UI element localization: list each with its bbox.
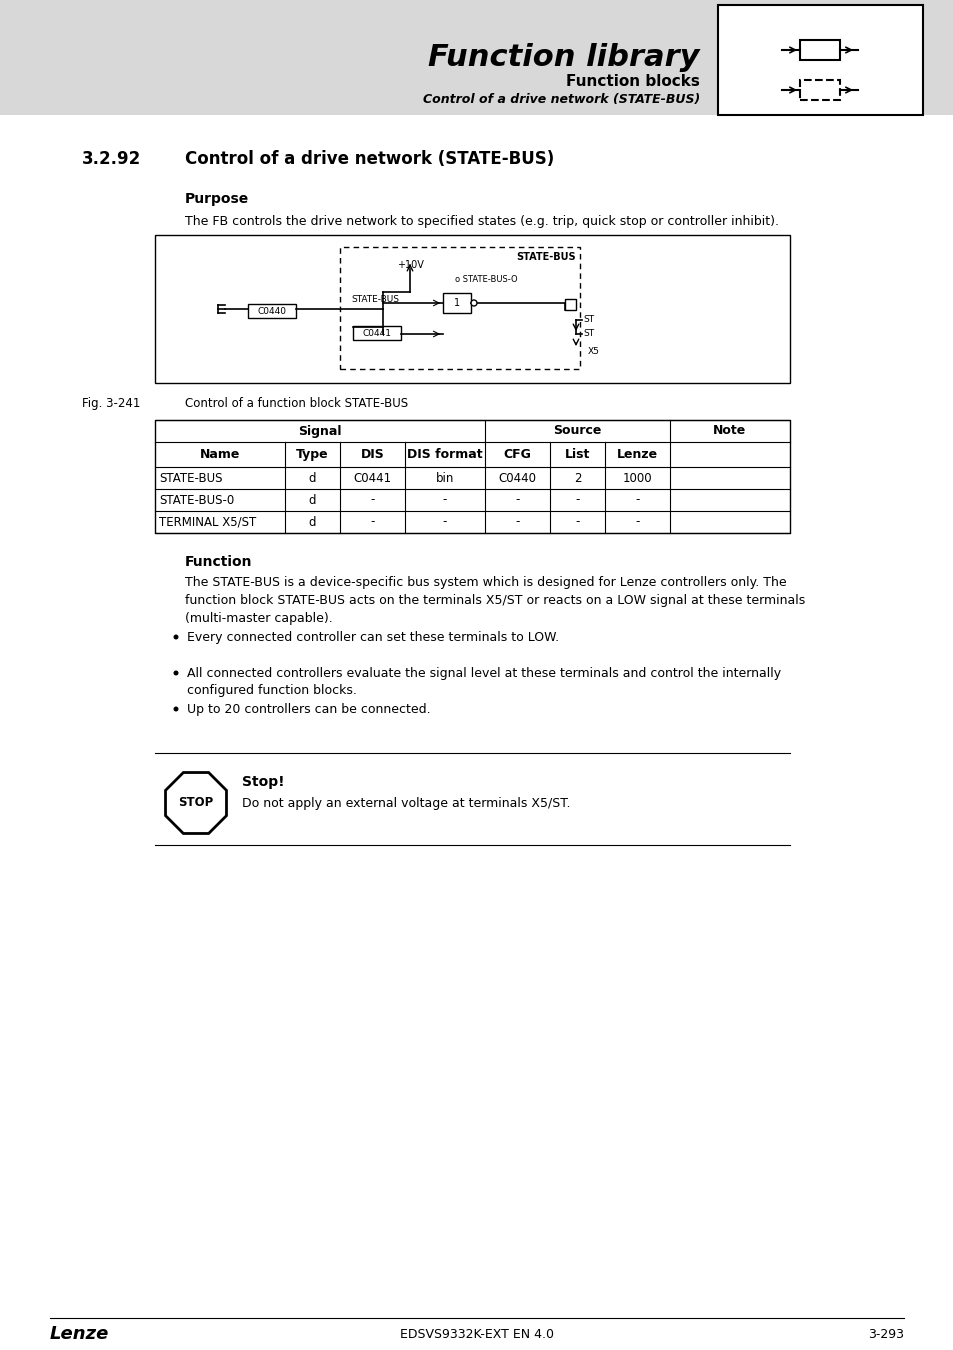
Text: C0441: C0441	[362, 328, 391, 338]
Bar	[248, 304, 295, 319]
Text: Purpose: Purpose	[185, 192, 249, 207]
Text: 3.2.92: 3.2.92	[82, 150, 141, 167]
Polygon shape	[165, 772, 226, 833]
Text: Control of a drive network (STATE-BUS): Control of a drive network (STATE-BUS)	[185, 150, 554, 167]
Text: Lenze: Lenze	[50, 1324, 110, 1343]
Text: Do not apply an external voltage at terminals X5/ST.: Do not apply an external voltage at term…	[242, 796, 570, 810]
Text: Source: Source	[553, 424, 601, 437]
Text: Stop!: Stop!	[242, 775, 284, 788]
Text: DIS: DIS	[360, 448, 384, 460]
Bar	[718, 5, 923, 115]
Text: d: d	[309, 516, 315, 528]
Text: -: -	[442, 494, 447, 506]
Text: Fig. 3-241: Fig. 3-241	[82, 397, 140, 410]
Text: DIS format: DIS format	[407, 448, 482, 460]
Text: List: List	[564, 448, 590, 460]
Text: C0440: C0440	[257, 306, 286, 316]
Text: -: -	[575, 494, 579, 506]
Text: d: d	[309, 494, 315, 506]
Text: TERMINAL X5/ST: TERMINAL X5/ST	[159, 516, 256, 528]
Text: ST: ST	[582, 329, 594, 339]
Text: STOP: STOP	[178, 796, 213, 810]
Text: STATE-BUS: STATE-BUS	[159, 471, 222, 485]
Bar	[154, 235, 789, 383]
Text: The STATE-BUS is a device-specific bus system which is designed for Lenze contro: The STATE-BUS is a device-specific bus s…	[185, 576, 804, 625]
Text: The FB controls the drive network to specified states (e.g. trip, quick stop or : The FB controls the drive network to spe…	[185, 215, 779, 228]
Text: CFG: CFG	[503, 448, 531, 460]
Text: C0441: C0441	[353, 471, 391, 485]
Text: Up to 20 controllers can be connected.: Up to 20 controllers can be connected.	[187, 703, 430, 716]
Text: Control of a drive network (STATE-BUS): Control of a drive network (STATE-BUS)	[422, 93, 700, 107]
Circle shape	[471, 300, 476, 306]
Text: Control of a function block STATE-BUS: Control of a function block STATE-BUS	[185, 397, 408, 410]
Circle shape	[173, 706, 178, 711]
Text: STATE-BUS: STATE-BUS	[516, 252, 576, 262]
Text: -: -	[515, 494, 519, 506]
Bar	[353, 325, 400, 340]
Text: -: -	[442, 516, 447, 528]
Text: 1000: 1000	[622, 471, 652, 485]
Text: Every connected controller can set these terminals to LOW.: Every connected controller can set these…	[187, 630, 558, 644]
Text: bin: bin	[436, 471, 454, 485]
Text: Function blocks: Function blocks	[565, 74, 700, 89]
Text: Name: Name	[199, 448, 240, 460]
Bar	[564, 298, 576, 311]
Text: d: d	[309, 471, 315, 485]
Text: ST: ST	[582, 316, 594, 324]
Bar	[442, 293, 471, 313]
Bar	[339, 247, 579, 369]
Text: 1: 1	[454, 298, 459, 308]
Circle shape	[173, 671, 178, 675]
Text: C0440: C0440	[498, 471, 536, 485]
Text: Function: Function	[185, 555, 253, 568]
Text: +10V: +10V	[396, 261, 423, 270]
Text: -: -	[575, 516, 579, 528]
Text: -: -	[635, 516, 639, 528]
Text: STATE-BUS-0: STATE-BUS-0	[159, 494, 234, 506]
Text: Note: Note	[713, 424, 746, 437]
Text: -: -	[370, 516, 375, 528]
Text: STATE-BUS: STATE-BUS	[351, 296, 398, 305]
Text: -: -	[635, 494, 639, 506]
Bar	[0, 0, 953, 115]
Bar	[800, 80, 840, 100]
Text: All connected controllers evaluate the signal level at these terminals and contr: All connected controllers evaluate the s…	[187, 667, 781, 697]
Bar	[154, 420, 789, 533]
Text: Function library: Function library	[428, 43, 700, 73]
Circle shape	[173, 634, 178, 640]
Text: 3-293: 3-293	[867, 1327, 903, 1341]
Text: -: -	[515, 516, 519, 528]
Text: EDSVS9332K-EXT EN 4.0: EDSVS9332K-EXT EN 4.0	[399, 1327, 554, 1341]
Text: o STATE-BUS-O: o STATE-BUS-O	[455, 274, 517, 284]
Bar	[800, 40, 840, 59]
Text: -: -	[370, 494, 375, 506]
Text: Signal: Signal	[298, 424, 341, 437]
Text: Lenze: Lenze	[617, 448, 658, 460]
Text: X5: X5	[587, 347, 599, 356]
Text: 2: 2	[573, 471, 580, 485]
Text: Type: Type	[295, 448, 329, 460]
